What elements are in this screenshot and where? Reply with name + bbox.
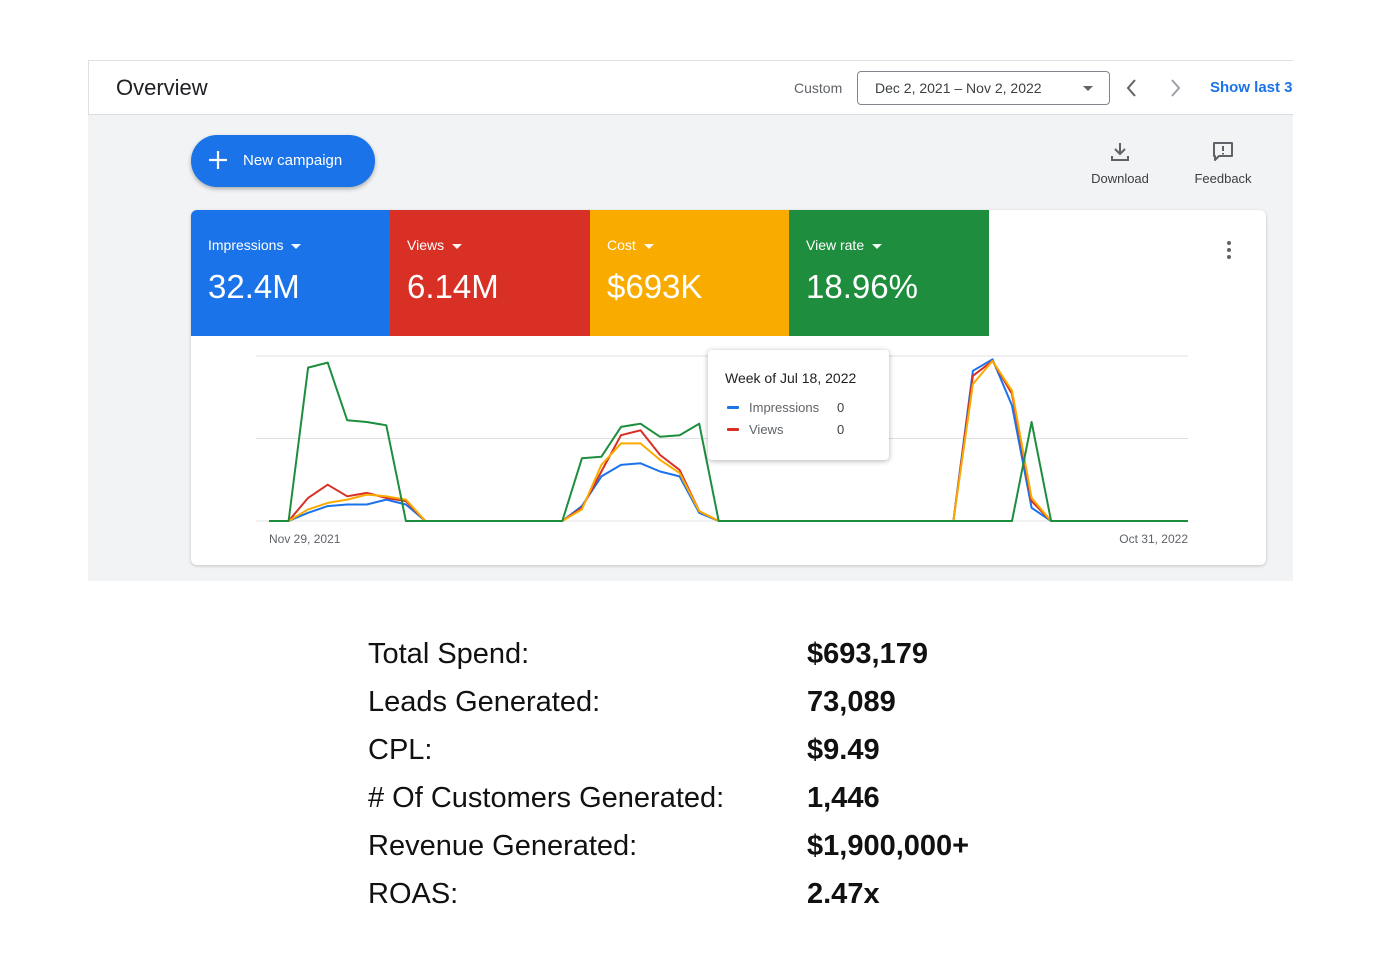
metric-tile-views[interactable]: Views 6.14M	[390, 210, 590, 336]
summary-value: 2.47x	[807, 878, 880, 910]
tooltip-series-name: Impressions	[749, 400, 820, 415]
summary-value: $693,179	[807, 638, 928, 670]
chevron-right-icon	[1171, 79, 1181, 97]
tooltip-series-value: 0	[837, 400, 845, 415]
metric-tile-impressions[interactable]: Impressions 32.4M	[191, 210, 391, 336]
more-options-button[interactable]	[1221, 239, 1237, 266]
page-title: Overview	[116, 75, 208, 100]
summary-label: Total Spend:	[368, 638, 530, 670]
range-mode-label: Custom	[794, 80, 843, 96]
summary-label: Revenue Generated:	[368, 830, 638, 862]
caret-down-icon	[452, 243, 463, 249]
more-vert-icon	[1227, 241, 1231, 259]
metric-label: Cost	[607, 237, 654, 253]
metric-label: Views	[407, 237, 463, 253]
summary-value: 73,089	[807, 686, 896, 718]
show-last-link[interactable]: Show last 3(	[1210, 79, 1293, 96]
tooltip-series-name: Views	[749, 422, 784, 437]
metric-value: $693K	[607, 268, 703, 305]
results-summary: Total Spend: $693,179 Leads Generated: 7…	[368, 638, 1068, 926]
summary-value: 1,446	[807, 782, 880, 814]
metric-label: Impressions	[208, 237, 302, 253]
metric-label: View rate	[806, 237, 883, 253]
plus-icon	[209, 151, 227, 169]
series-swatch	[727, 406, 739, 409]
summary-label: ROAS:	[368, 878, 459, 910]
new-campaign-label: New campaign	[243, 152, 343, 169]
metric-tile-cost[interactable]: Cost $693K	[590, 210, 790, 336]
next-period-button[interactable]	[1165, 77, 1185, 99]
summary-row-customers: # Of Customers Generated: 1,446	[368, 782, 1068, 830]
summary-row-total-spend: Total Spend: $693,179	[368, 638, 1068, 686]
performance-chart: Nov 29, 2021 Oct 31, 2022	[256, 355, 1188, 546]
feedback-button[interactable]: Feedback	[1183, 140, 1263, 186]
summary-label: CPL:	[368, 734, 433, 766]
series-line-view-rate	[269, 361, 1188, 522]
caret-down-icon	[291, 243, 302, 249]
metric-value: 32.4M	[208, 268, 300, 305]
download-label: Download	[1091, 171, 1149, 186]
chevron-left-icon	[1126, 79, 1136, 97]
download-button[interactable]: Download	[1080, 140, 1160, 186]
tooltip-title: Week of Jul 18, 2022	[725, 370, 857, 386]
previous-period-button[interactable]	[1122, 77, 1142, 99]
summary-value: $1,900,000+	[807, 830, 970, 862]
summary-row-roas: ROAS: 2.47x	[368, 878, 1068, 926]
top-bar: Overview Custom Dec 2, 2021 – Nov 2, 202…	[88, 60, 1293, 115]
summary-row-leads: Leads Generated: 73,089	[368, 686, 1068, 734]
summary-row-cpl: CPL: $9.49	[368, 734, 1068, 782]
summary-label: # Of Customers Generated:	[368, 782, 725, 814]
caret-down-icon	[872, 243, 883, 249]
new-campaign-button[interactable]: New campaign	[191, 135, 375, 187]
x-tick-start: Nov 29, 2021	[269, 532, 341, 546]
download-icon	[1111, 143, 1129, 161]
x-tick-end: Oct 31, 2022	[1119, 532, 1188, 546]
summary-label: Leads Generated:	[368, 686, 601, 718]
metric-value: 18.96%	[806, 268, 918, 305]
metric-value: 6.14M	[407, 268, 499, 305]
ads-overview-screenshot: Overview Custom Dec 2, 2021 – Nov 2, 202…	[88, 60, 1293, 581]
feedback-icon	[1213, 142, 1233, 161]
tooltip-series-value: 0	[837, 422, 845, 437]
feedback-label: Feedback	[1194, 171, 1252, 186]
metric-tile-view-rate[interactable]: View rate 18.96%	[789, 210, 989, 336]
chevron-down-icon	[1083, 86, 1093, 91]
caret-down-icon	[643, 243, 654, 249]
summary-value: $9.49	[807, 734, 880, 766]
performance-card: Impressions 32.4M Views 6.14M Cost $693K…	[191, 210, 1266, 565]
series-swatch	[727, 428, 739, 431]
chart-tooltip: Week of Jul 18, 2022 Impressions 0 Views…	[708, 350, 889, 460]
date-range-dropdown[interactable]: Dec 2, 2021 – Nov 2, 2022	[857, 71, 1110, 105]
summary-row-revenue: Revenue Generated: $1,900,000+	[368, 830, 1068, 878]
date-range-value: Dec 2, 2021 – Nov 2, 2022	[875, 80, 1042, 96]
